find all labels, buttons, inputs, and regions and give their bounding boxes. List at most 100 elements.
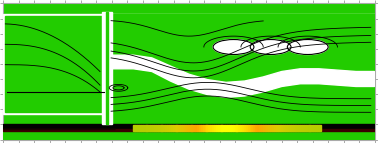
Bar xyxy=(199,125,201,131)
Bar xyxy=(165,125,167,131)
Bar xyxy=(177,125,178,131)
Bar xyxy=(289,125,291,131)
Bar xyxy=(191,125,194,131)
Bar xyxy=(293,125,294,131)
Bar xyxy=(255,125,257,131)
Bar xyxy=(178,125,180,131)
Bar xyxy=(259,125,261,131)
Bar xyxy=(225,125,227,131)
Bar xyxy=(278,125,280,131)
Bar xyxy=(150,125,152,131)
Bar xyxy=(137,125,139,131)
Bar xyxy=(111,14,375,124)
Bar xyxy=(102,12,112,124)
Bar xyxy=(141,125,143,131)
Bar xyxy=(210,125,212,131)
Bar xyxy=(163,125,165,131)
Bar xyxy=(152,125,154,131)
Bar xyxy=(308,125,310,131)
Bar xyxy=(186,125,188,131)
Bar xyxy=(294,125,296,131)
Bar xyxy=(143,125,145,131)
Bar xyxy=(304,125,306,131)
Bar xyxy=(276,125,278,131)
Bar xyxy=(167,125,169,131)
Bar xyxy=(160,125,161,131)
Bar xyxy=(296,125,298,131)
Bar xyxy=(182,125,184,131)
Bar xyxy=(208,125,210,131)
Bar xyxy=(227,125,229,131)
Bar xyxy=(161,125,163,131)
Bar xyxy=(266,125,268,131)
Bar xyxy=(231,125,233,131)
Bar xyxy=(300,125,302,131)
Bar xyxy=(184,125,186,131)
Bar xyxy=(283,125,285,131)
Bar xyxy=(263,125,265,131)
Bar xyxy=(105,12,108,124)
Bar xyxy=(214,125,216,131)
Bar xyxy=(169,125,171,131)
Bar xyxy=(197,125,199,131)
Bar xyxy=(279,125,282,131)
Bar xyxy=(139,125,141,131)
Bar xyxy=(180,125,182,131)
Bar xyxy=(248,125,249,131)
Bar xyxy=(223,125,225,131)
Bar xyxy=(135,125,137,131)
Bar xyxy=(222,125,223,131)
Bar xyxy=(291,125,293,131)
Bar xyxy=(315,125,317,131)
Bar xyxy=(212,125,214,131)
Bar xyxy=(193,125,195,131)
Bar xyxy=(3,14,104,114)
Bar xyxy=(195,125,197,131)
Bar xyxy=(302,125,304,131)
Bar xyxy=(3,129,375,131)
Bar xyxy=(148,125,150,131)
Bar xyxy=(158,125,160,131)
Bar xyxy=(146,125,149,131)
Bar xyxy=(242,125,244,131)
Polygon shape xyxy=(113,55,375,97)
Bar xyxy=(3,124,375,130)
Bar xyxy=(272,125,274,131)
Bar xyxy=(285,125,287,131)
Bar xyxy=(233,125,235,131)
Bar xyxy=(238,125,240,131)
Bar xyxy=(240,125,242,131)
Bar xyxy=(220,125,222,131)
Bar xyxy=(206,125,208,131)
Bar xyxy=(253,125,255,131)
Circle shape xyxy=(250,39,291,54)
Bar xyxy=(313,125,315,131)
Bar xyxy=(306,125,308,131)
Bar xyxy=(249,125,251,131)
Bar xyxy=(311,125,313,131)
Bar xyxy=(216,125,218,131)
Bar xyxy=(133,125,135,131)
Circle shape xyxy=(213,39,254,54)
Bar xyxy=(203,125,204,131)
Circle shape xyxy=(287,39,328,54)
Bar xyxy=(287,125,289,131)
Bar xyxy=(201,125,203,131)
Bar xyxy=(156,125,158,131)
Bar xyxy=(317,125,319,131)
Bar xyxy=(298,125,300,131)
Bar xyxy=(270,125,272,131)
Bar xyxy=(171,125,173,131)
Bar xyxy=(246,125,248,131)
Bar xyxy=(244,125,246,131)
Bar xyxy=(229,125,231,131)
Bar xyxy=(173,125,175,131)
Bar xyxy=(310,125,311,131)
Bar xyxy=(175,125,177,131)
Bar xyxy=(145,125,147,131)
Bar xyxy=(204,125,206,131)
Bar xyxy=(268,125,270,131)
Bar xyxy=(3,130,375,140)
Bar xyxy=(274,125,276,131)
Bar xyxy=(281,125,284,131)
